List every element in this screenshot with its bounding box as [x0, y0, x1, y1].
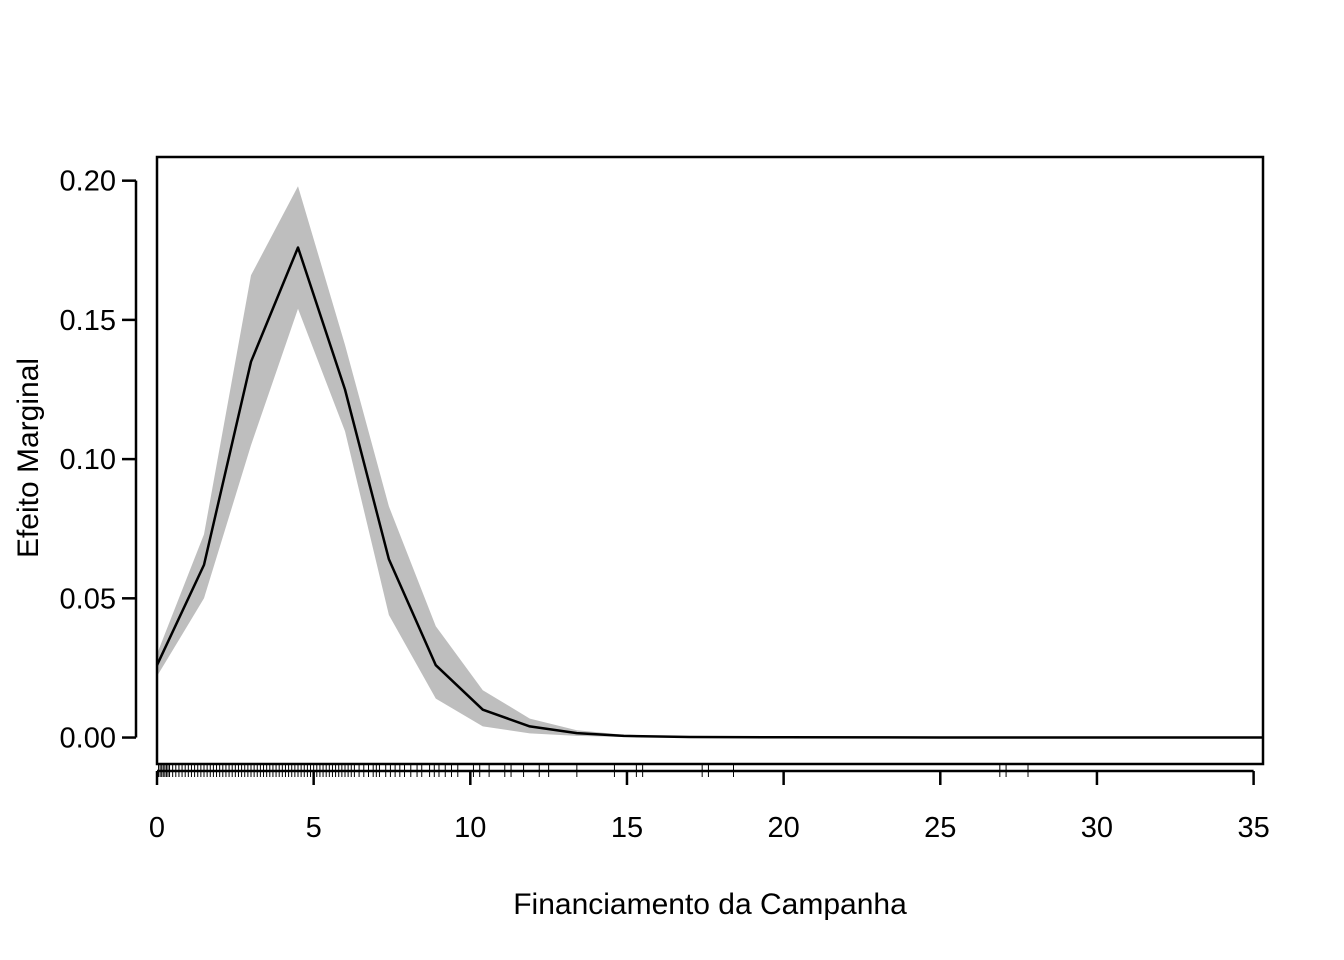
- x-tick-label: 0: [149, 812, 165, 844]
- y-tick-label: 0.10: [60, 444, 116, 476]
- y-tick-label: 0.15: [60, 305, 116, 337]
- x-tick-label: 25: [924, 812, 956, 844]
- marginal-effect-line-layer: [155, 246, 1263, 739]
- plot-frame: [155, 155, 1265, 766]
- x-axis-title: Financiamento da Campanha: [513, 888, 907, 921]
- confidence-band: [157, 186, 1263, 738]
- x-tick-label: 20: [767, 812, 799, 844]
- x-tick-label: 15: [611, 812, 643, 844]
- y-tick-label: 0.00: [60, 723, 116, 755]
- x-tick-label: 10: [454, 812, 486, 844]
- confidence-band-layer: [157, 186, 1263, 738]
- x-tick-label: 5: [306, 812, 322, 844]
- x-tick-label: 35: [1237, 812, 1269, 844]
- y-axis-title: Efeito Marginal: [12, 358, 45, 558]
- y-tick-label: 0.20: [60, 166, 116, 198]
- marginal-effect-line: [155, 246, 1263, 739]
- y-tick-label: 0.05: [60, 583, 116, 615]
- y-axis: 0.00 0.05 0.10 0.15 0.20: [60, 166, 138, 755]
- x-axis: 0 5 10 15 20 25 30 35: [149, 769, 1270, 844]
- x-tick-label: 30: [1081, 812, 1113, 844]
